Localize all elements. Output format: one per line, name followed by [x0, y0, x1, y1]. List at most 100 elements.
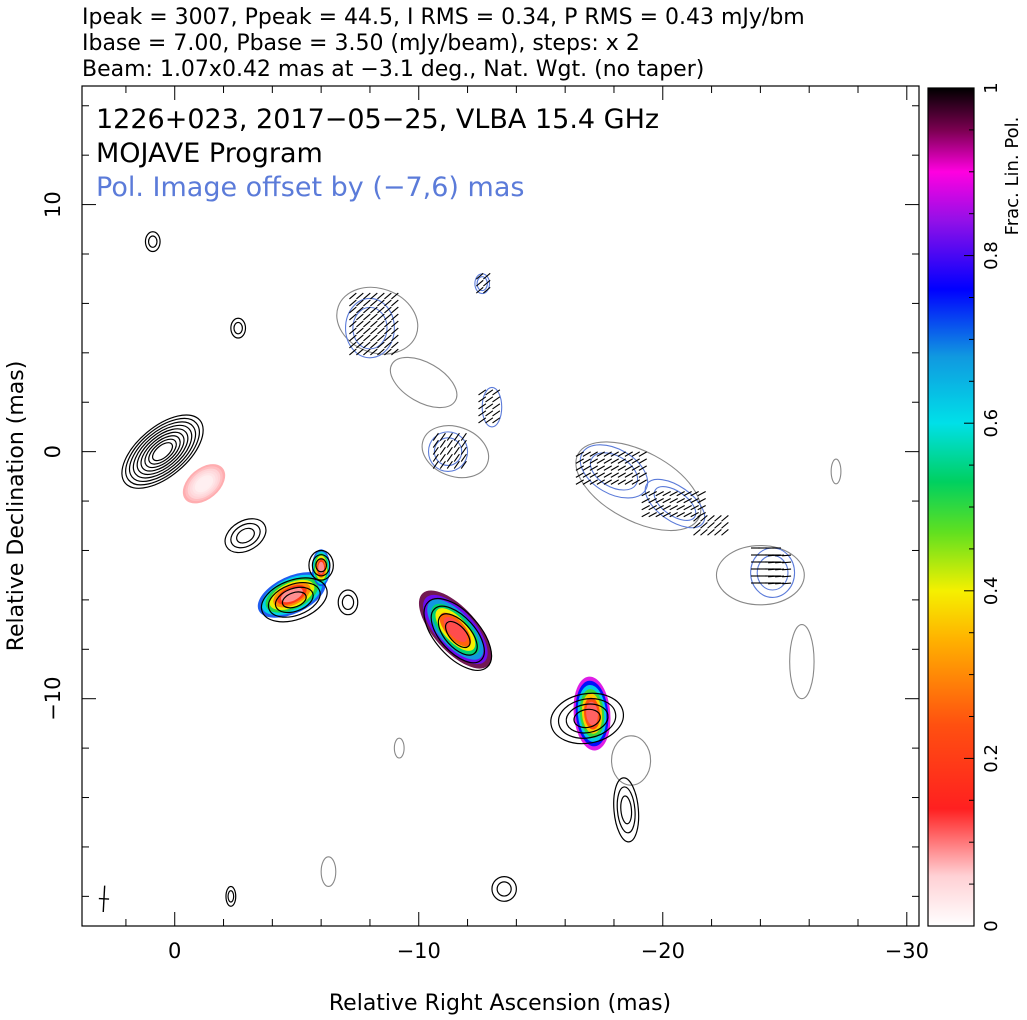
stokes-i-contour	[128, 421, 197, 482]
evpa-tick	[603, 458, 612, 464]
offset-i-contour	[830, 458, 842, 485]
evpa-tick	[363, 348, 371, 356]
evpa-tick	[707, 529, 715, 536]
evpa-tick	[349, 313, 357, 321]
evpa-tick	[370, 341, 378, 349]
stokes-i-contour	[281, 591, 307, 609]
offset-stokes-i-contours	[320, 286, 842, 888]
evpa-tick	[782, 568, 792, 571]
evpa-tick	[356, 341, 364, 349]
stokes-i-contour	[233, 321, 243, 335]
evpa-tick	[721, 529, 729, 536]
evpa-tick	[610, 458, 619, 464]
offset-i-contour	[336, 286, 419, 355]
stokes-i-contour	[151, 442, 174, 462]
evpa-tick	[714, 515, 722, 522]
evpa-tick	[655, 491, 664, 497]
evpa-tick	[782, 575, 792, 578]
stokes-i-contour	[444, 620, 471, 649]
stokes-i-contour	[550, 692, 625, 745]
evpa-tick	[460, 439, 467, 448]
evpa-tick	[460, 446, 467, 455]
frac-pol-spot	[443, 617, 468, 643]
evpa-tick	[624, 458, 633, 464]
evpa-tick	[596, 451, 605, 457]
stokes-i-contour	[224, 518, 267, 554]
evpa-tick	[356, 292, 364, 300]
evpa-tick	[485, 410, 494, 417]
evpa-tick	[669, 505, 678, 511]
evpa-tick	[478, 410, 487, 417]
evpa-tick	[690, 498, 699, 504]
evpa-tick	[453, 446, 460, 455]
evpa-tick	[377, 299, 385, 307]
program-name: MOJAVE Program	[96, 138, 323, 169]
evpa-tick	[700, 529, 708, 536]
evpa-tick	[370, 313, 378, 321]
evpa-tick	[582, 458, 591, 464]
evpa-tick	[349, 341, 357, 349]
evpa-tick	[697, 498, 706, 504]
offset-i-contour	[575, 441, 702, 532]
evpa-tick	[707, 522, 715, 529]
evpa-tick	[631, 451, 640, 457]
evpa-tick	[370, 306, 378, 314]
evpa-tick	[589, 479, 598, 485]
pol-contour	[481, 386, 503, 428]
colorbar-tick-label: 0	[981, 920, 1002, 931]
evpa-tick	[370, 292, 378, 300]
evpa-tick	[603, 472, 612, 478]
evpa-tick	[478, 403, 487, 410]
stokes-i-contour	[308, 549, 334, 581]
evpa-tick	[693, 529, 701, 536]
evpa-tick	[460, 460, 467, 469]
evpa-tick	[596, 472, 605, 478]
axis-ticks: 0 −10 −20 −30 10 0 −10	[41, 86, 929, 963]
evpa-tick	[641, 498, 650, 504]
evpa-tick	[693, 515, 701, 522]
evpa-tick	[575, 465, 584, 471]
offset-i-contour	[320, 856, 337, 888]
evpa-tick	[482, 279, 491, 287]
evpa-tick	[662, 491, 671, 497]
evpa-tick	[707, 515, 715, 522]
evpa-tick	[349, 334, 357, 342]
stokes-i-contour	[437, 613, 478, 656]
pol-contour	[644, 478, 706, 529]
evpa-tick	[485, 403, 494, 410]
stokes-i-contour	[136, 428, 189, 476]
evpa-tick	[453, 432, 460, 441]
evpa-tick	[446, 446, 453, 455]
header-beam-line: Beam: 1.07x0.42 mas at −3.1 deg., Nat. W…	[82, 57, 704, 82]
evpa-tick	[676, 512, 685, 518]
evpa-tick	[377, 306, 385, 314]
stokes-i-contour	[230, 317, 247, 339]
evpa-tick	[697, 505, 706, 511]
offset-i-contour	[789, 624, 815, 700]
evpa-tick	[363, 306, 371, 314]
evpa-tick	[391, 348, 399, 356]
evpa-tick	[439, 432, 446, 441]
stokes-i-contour	[132, 424, 193, 479]
stokes-i-contour	[430, 605, 485, 664]
evpa-tick	[370, 320, 378, 328]
evpa-tick	[700, 515, 708, 522]
evpa-tick	[617, 458, 626, 464]
evpa-tick	[384, 334, 392, 342]
y-tick-label: 10	[41, 191, 65, 218]
evpa-tick	[377, 327, 385, 335]
stokes-i-contour	[230, 522, 261, 549]
evpa-tick	[575, 458, 584, 464]
evpa-tick	[349, 348, 357, 356]
evpa-tick	[782, 561, 792, 564]
evpa-tick	[782, 582, 792, 585]
evpa-tick	[432, 432, 439, 441]
evpa-tick	[478, 417, 487, 424]
evpa-tick	[714, 522, 722, 529]
evpa-tick	[432, 460, 439, 469]
evpa-tick	[391, 313, 399, 321]
restoring-beam	[98, 885, 110, 913]
evpa-tick	[676, 498, 685, 504]
evpa-tick	[356, 327, 364, 335]
stokes-i-contour	[147, 235, 158, 248]
